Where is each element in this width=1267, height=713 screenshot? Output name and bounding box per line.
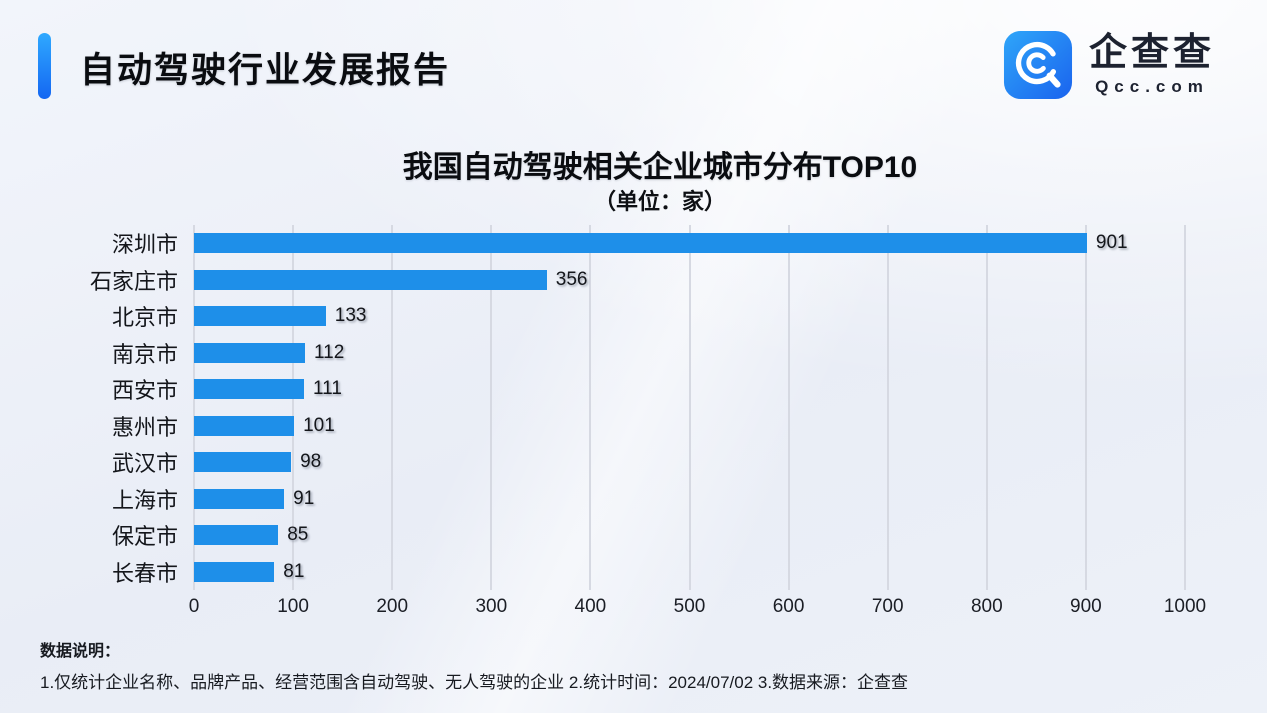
value-label: 101	[303, 414, 335, 436]
gridline	[985, 225, 988, 590]
value-label: 356	[555, 268, 588, 290]
value-label: 91	[293, 487, 315, 509]
gridline	[1084, 225, 1087, 590]
bar-row: 91	[194, 481, 1185, 518]
footer-notes-text: 1.仅统计企业名称、品牌产品、经营范围含自动驾驶、无人驾驶的企业 2.统计时间：…	[40, 673, 909, 692]
chart-unit-subtitle: （单位：家）	[593, 189, 726, 214]
x-tick-label: 1000	[1163, 596, 1207, 617]
x-tick-label: 0	[188, 596, 200, 617]
category-label-row: 深圳市	[28, 225, 178, 262]
value-label: 85	[287, 524, 309, 546]
bar-row: 111	[194, 371, 1185, 408]
x-tick-label: 300	[475, 596, 508, 617]
bar	[194, 415, 295, 436]
x-tick-label: 600	[772, 596, 805, 617]
category-label: 石家庄市	[89, 268, 178, 294]
category-labels: 深圳市石家庄市北京市南京市西安市惠州市武汉市上海市保定市长春市	[28, 225, 178, 590]
category-label-row: 北京市	[28, 298, 178, 335]
value-label: 133	[334, 305, 367, 327]
x-tick-label: 700	[871, 596, 904, 617]
gridline	[787, 225, 790, 590]
bar	[194, 233, 1087, 254]
category-label: 武汉市	[111, 451, 178, 477]
category-label-row: 武汉市	[28, 444, 178, 481]
bar	[194, 452, 292, 473]
value-label: 901	[1095, 232, 1128, 254]
bar-row: 112	[194, 335, 1185, 372]
qcc-logo: 企查查 Qcc.com	[1003, 30, 1215, 100]
footer-notes-label: 数据说明：	[40, 643, 121, 660]
gridline	[1184, 225, 1186, 590]
category-label: 保定市	[111, 524, 178, 550]
x-tick-label: 900	[1070, 596, 1102, 617]
category-label-row: 南京市	[28, 335, 178, 372]
category-label-row: 长春市	[28, 554, 178, 591]
bar	[194, 488, 285, 509]
logo-text: 企查查 Qcc.com	[1088, 32, 1215, 97]
category-label: 惠州市	[111, 414, 178, 440]
x-tick-label: 400	[574, 596, 607, 617]
value-label: 111	[313, 378, 342, 400]
value-label: 112	[313, 341, 345, 363]
category-label-row: 保定市	[28, 517, 178, 554]
value-label: 81	[283, 560, 305, 582]
bar-row: 356	[194, 262, 1185, 299]
category-label-row: 西安市	[28, 371, 178, 408]
category-label: 西安市	[111, 378, 178, 404]
chart-title: 我国自动驾驶相关企业城市分布TOP10	[402, 151, 918, 184]
category-label: 上海市	[111, 487, 178, 513]
bar	[194, 269, 547, 290]
gridline	[391, 225, 394, 590]
title-accent-bar	[38, 33, 51, 99]
logo-domain: Qcc.com	[1095, 76, 1209, 96]
x-axis: 0 100 200 300 400 500 600 700 800 900 1000	[189, 596, 1206, 622]
gridline	[688, 225, 691, 590]
bar-row: 133	[194, 298, 1185, 335]
bar	[194, 561, 275, 582]
gridline	[193, 225, 195, 590]
category-label: 深圳市	[111, 232, 178, 258]
bar-row: 98	[194, 444, 1185, 481]
logo-brand-name: 企查查	[1088, 32, 1215, 75]
gridline	[490, 225, 493, 590]
qcc-magnifier-icon	[1003, 30, 1073, 100]
gridline	[292, 225, 295, 590]
gridline	[886, 225, 889, 590]
bar-row: 81	[194, 554, 1185, 591]
x-tick-label: 100	[277, 596, 309, 617]
bar-chart-plot: 901 356 133 112 111 101 98 91 85 81	[193, 225, 1186, 591]
x-tick-label: 200	[376, 596, 409, 617]
category-label-row: 上海市	[28, 481, 178, 518]
category-label: 北京市	[111, 305, 178, 331]
page-title: 自动驾驶行业发展报告	[80, 51, 451, 90]
bar	[194, 306, 326, 327]
bar-row: 901	[194, 225, 1185, 262]
gridline	[589, 225, 592, 590]
x-tick-label: 800	[970, 596, 1003, 617]
bar-row: 85	[194, 517, 1185, 554]
bar	[194, 379, 304, 400]
value-label: 98	[300, 451, 322, 473]
bar-row: 101	[194, 408, 1185, 445]
bar	[194, 525, 279, 546]
bar	[194, 342, 305, 363]
category-label-row: 惠州市	[28, 408, 178, 445]
category-label: 长春市	[111, 560, 178, 586]
category-label: 南京市	[111, 341, 178, 367]
category-label-row: 石家庄市	[28, 262, 178, 299]
x-tick-label: 500	[673, 596, 706, 617]
